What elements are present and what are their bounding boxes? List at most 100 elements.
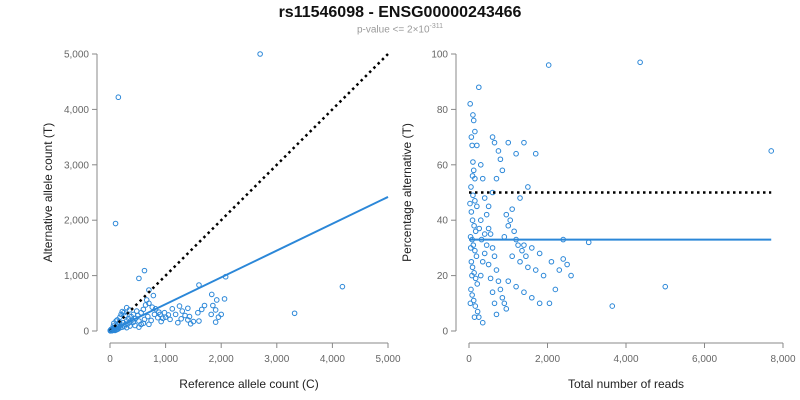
chart-left-data-point	[150, 292, 157, 299]
chart-left-y-tick-label: 2,000	[64, 216, 89, 227]
chart-right-data-point	[473, 253, 480, 260]
chart-left-y-tick-label: 3,000	[64, 160, 89, 171]
chart-right-data-point	[479, 319, 486, 326]
chart-right-data-point	[507, 217, 514, 223]
chart-right-data-point	[487, 275, 494, 282]
chart-right-data-point	[468, 184, 474, 190]
chart-right-data-point	[493, 175, 500, 182]
chart-left-y-axis-label: Alternative allele count (T)	[41, 123, 55, 262]
chart-right-data-point	[470, 167, 477, 174]
chart-right-data-point	[513, 150, 519, 157]
chart-right-data-point	[517, 195, 523, 201]
chart-right-data-point	[552, 286, 559, 293]
chart-right-data-point	[536, 250, 543, 257]
chart-right-data-point	[481, 231, 488, 237]
chart-right-data-point	[469, 272, 475, 279]
chart-right-data-point	[497, 156, 504, 163]
chart-left-data-point	[155, 314, 161, 321]
chart-left-data-point	[212, 319, 219, 325]
chart-right-data-point	[467, 300, 474, 307]
chart-right-data-point	[491, 253, 498, 260]
chart-right-data-point	[499, 294, 506, 301]
chart-right-data-point	[499, 167, 506, 174]
chart-right-data-point	[469, 264, 476, 271]
chart-right-data-point	[495, 278, 502, 284]
chart-left-data-point	[201, 302, 208, 309]
chart-right-data-point	[468, 134, 475, 140]
chart-right-data-point	[519, 247, 525, 254]
chart-right-data-point	[548, 258, 555, 265]
chart-right-x-tick-label: 8,000	[770, 354, 795, 365]
chart-left-data-point	[116, 319, 123, 325]
chart-right-data-point	[470, 297, 477, 304]
chart-right-x-axis-label: Total number of reads	[568, 377, 684, 391]
chart-right-x-tick-label: 6,000	[692, 354, 717, 365]
chart-left-data-point	[151, 311, 158, 318]
chart-right-data-point	[485, 261, 492, 268]
chart-right-data-point	[471, 222, 477, 229]
chart-right-y-tick-label: 40	[437, 216, 449, 227]
chart-right-y-tick-label: 100	[431, 50, 448, 61]
chart-right-data-point	[468, 209, 475, 215]
chart-left-data-point	[146, 321, 152, 328]
chart-right-y-tick-label: 60	[437, 160, 449, 171]
chart-left-data-point	[123, 304, 130, 311]
chart-left-data-point	[119, 308, 126, 315]
chart-right-data-point	[469, 142, 475, 149]
chart-right-data-point	[468, 258, 475, 265]
chart-left-data-point	[136, 324, 142, 330]
chart-left-data-point	[178, 316, 184, 322]
chart-left-data-point	[195, 309, 201, 316]
chart-left-x-tick-label: 2,000	[209, 354, 234, 365]
chart-left-x-tick-label: 0	[107, 354, 113, 365]
chart-left-data-point	[172, 311, 179, 318]
chart-left-data-point	[136, 275, 142, 282]
chart-left-data-point	[176, 303, 183, 309]
chart-right-data-point	[662, 283, 669, 290]
chart-right-data-point	[472, 303, 479, 309]
chart-right-data-point	[493, 311, 500, 318]
chart-left-data-point	[179, 308, 186, 314]
chart-right-data-point	[491, 300, 498, 307]
chart-right-data-point	[560, 256, 567, 262]
chart-right-data-point	[487, 231, 494, 237]
chart-right-data-point	[505, 222, 512, 229]
chart-left-data-point	[208, 291, 215, 298]
chart-right-data-point	[481, 250, 488, 257]
chart-left-x-tick-label: 1,000	[153, 354, 178, 365]
chart-left-data-point	[145, 313, 151, 320]
chart-right-data-point	[491, 139, 498, 146]
chart-right-data-point	[564, 261, 570, 268]
chart-right-data-point	[476, 84, 482, 91]
chart-right-data-point	[637, 59, 643, 66]
chart-left-x-tick-label: 4,000	[320, 354, 345, 365]
chart-right-data-point	[585, 239, 592, 246]
chart-right-x-tick-label: 4,000	[613, 354, 638, 365]
chart-right-data-point	[467, 101, 473, 107]
chart-left-data-point	[167, 316, 173, 323]
chart-left-reference-line	[109, 53, 389, 332]
chart-right-data-point	[483, 211, 490, 218]
chart-left-data-point	[257, 51, 263, 57]
chart-right-data-point	[532, 150, 539, 157]
chart-left-data-point	[149, 304, 156, 310]
chart-right-data-point	[476, 225, 483, 232]
chart-right-data-point	[474, 142, 480, 149]
chart-left-x-tick-label: 3,000	[264, 354, 289, 365]
chart-right-data-point	[768, 148, 775, 154]
chart-right-data-point	[481, 195, 488, 201]
chart-right-data-point	[497, 286, 504, 293]
chart-right-data-point	[495, 148, 502, 154]
chart-right-data-point	[525, 264, 531, 271]
chart-right-data-point	[470, 117, 477, 124]
chart-right-data-point	[474, 281, 481, 287]
subtitle-text: p-value <= 2×10	[356, 24, 430, 36]
chart-right-data-point	[511, 228, 517, 235]
chart-left-data-point	[221, 296, 228, 302]
chart-right-data-point	[479, 258, 486, 265]
chart-right-data-point	[517, 258, 523, 265]
chart-left-data-point	[185, 317, 191, 323]
chart-right-data-point	[515, 242, 521, 248]
chart-right-data-point	[503, 211, 510, 218]
chart-right-data-point	[472, 275, 479, 282]
